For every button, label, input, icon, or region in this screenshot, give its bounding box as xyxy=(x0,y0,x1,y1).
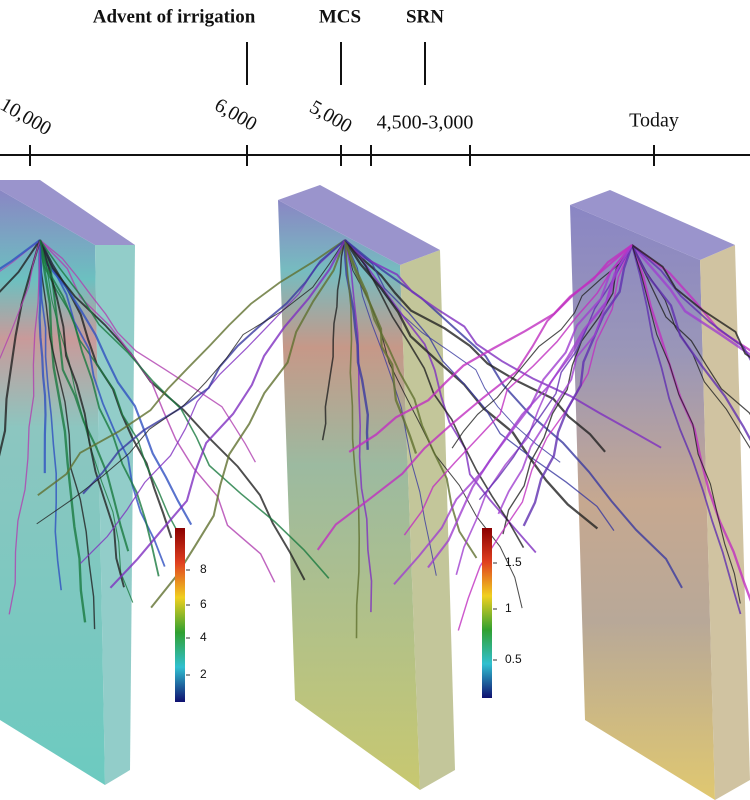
root xyxy=(316,244,633,551)
root xyxy=(37,239,346,497)
root xyxy=(109,239,346,589)
root xyxy=(39,239,96,630)
column-front xyxy=(278,200,420,790)
event-label: SRN xyxy=(406,6,444,27)
colorbar-label: 1 xyxy=(505,601,512,615)
root xyxy=(478,244,633,501)
root xyxy=(39,239,276,583)
timeline-label: 5,000 xyxy=(306,96,356,138)
root xyxy=(631,244,741,604)
root xyxy=(343,239,370,450)
root xyxy=(630,244,750,602)
root xyxy=(631,244,750,361)
colorbar-label: 2 xyxy=(200,667,207,681)
root xyxy=(0,239,41,360)
timeline-label: Today xyxy=(629,110,679,132)
colorbar-label: 0.5 xyxy=(505,652,522,666)
root xyxy=(8,239,41,615)
root xyxy=(502,244,633,535)
event-label: Advent of irrigation xyxy=(93,6,256,27)
root xyxy=(79,239,346,564)
timeline-label: 6,000 xyxy=(211,94,261,136)
root xyxy=(36,239,346,525)
colorbar-label: 1.5 xyxy=(505,555,522,569)
root xyxy=(451,244,633,449)
root xyxy=(39,239,134,603)
root xyxy=(631,244,750,416)
root xyxy=(631,244,742,615)
root xyxy=(457,244,633,631)
root xyxy=(38,239,87,623)
root xyxy=(344,239,478,559)
column-side xyxy=(400,250,455,790)
root xyxy=(39,239,130,552)
colorbar-label: 4 xyxy=(200,630,207,644)
column-front xyxy=(570,205,715,800)
root xyxy=(343,239,418,454)
root xyxy=(631,244,750,449)
root xyxy=(344,239,360,639)
column-top xyxy=(570,190,735,260)
root xyxy=(344,239,537,554)
root xyxy=(344,239,606,453)
event-label: MCS xyxy=(319,6,361,27)
colorbar-label: 6 xyxy=(200,597,207,611)
root xyxy=(344,239,662,449)
soil-columns xyxy=(0,180,750,800)
root xyxy=(39,239,306,581)
root xyxy=(38,239,193,526)
root xyxy=(344,239,373,613)
column-top xyxy=(0,180,135,245)
root xyxy=(403,244,633,536)
timeline-label: 4,500-3,000 xyxy=(377,112,474,134)
root xyxy=(321,239,346,441)
root xyxy=(39,239,62,591)
root xyxy=(631,244,750,357)
timeline-label: 10,000 xyxy=(0,94,55,141)
root xyxy=(39,239,166,567)
root xyxy=(150,239,346,609)
root xyxy=(522,244,634,527)
colorbar xyxy=(175,528,185,702)
column-top xyxy=(278,185,440,265)
root xyxy=(631,244,750,442)
column-side xyxy=(700,245,750,800)
colorbar xyxy=(482,528,492,698)
column-side xyxy=(95,245,135,785)
colorbar-label: 8 xyxy=(200,562,207,576)
root xyxy=(39,239,160,577)
root xyxy=(39,239,183,540)
root xyxy=(344,239,437,576)
root xyxy=(39,239,125,588)
root xyxy=(38,239,47,474)
root xyxy=(39,239,256,463)
root-systems xyxy=(0,239,750,639)
root xyxy=(631,244,750,359)
root xyxy=(344,239,615,531)
root xyxy=(393,244,633,585)
root xyxy=(39,239,330,579)
root xyxy=(631,244,750,352)
